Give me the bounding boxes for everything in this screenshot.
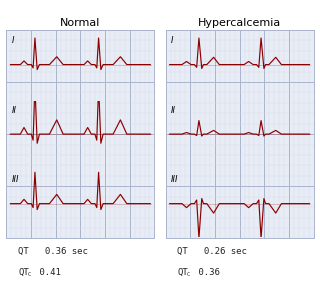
Text: QT: QT (177, 268, 188, 277)
Text: II: II (12, 106, 17, 115)
Text: QT   0.36 sec: QT 0.36 sec (18, 247, 88, 256)
Text: 0.36: 0.36 (193, 268, 220, 277)
Text: C: C (186, 272, 190, 277)
Text: I: I (171, 36, 173, 45)
Text: QT   0.26 sec: QT 0.26 sec (177, 247, 247, 256)
Text: 0.41: 0.41 (34, 268, 61, 277)
Text: Hypercalcemia: Hypercalcemia (198, 18, 281, 28)
Text: QT: QT (18, 268, 29, 277)
Text: Normal: Normal (60, 18, 100, 28)
Text: III: III (171, 175, 179, 184)
Text: C: C (27, 272, 30, 277)
Text: I: I (12, 36, 14, 45)
Text: II: II (171, 106, 176, 115)
Text: III: III (12, 175, 19, 184)
